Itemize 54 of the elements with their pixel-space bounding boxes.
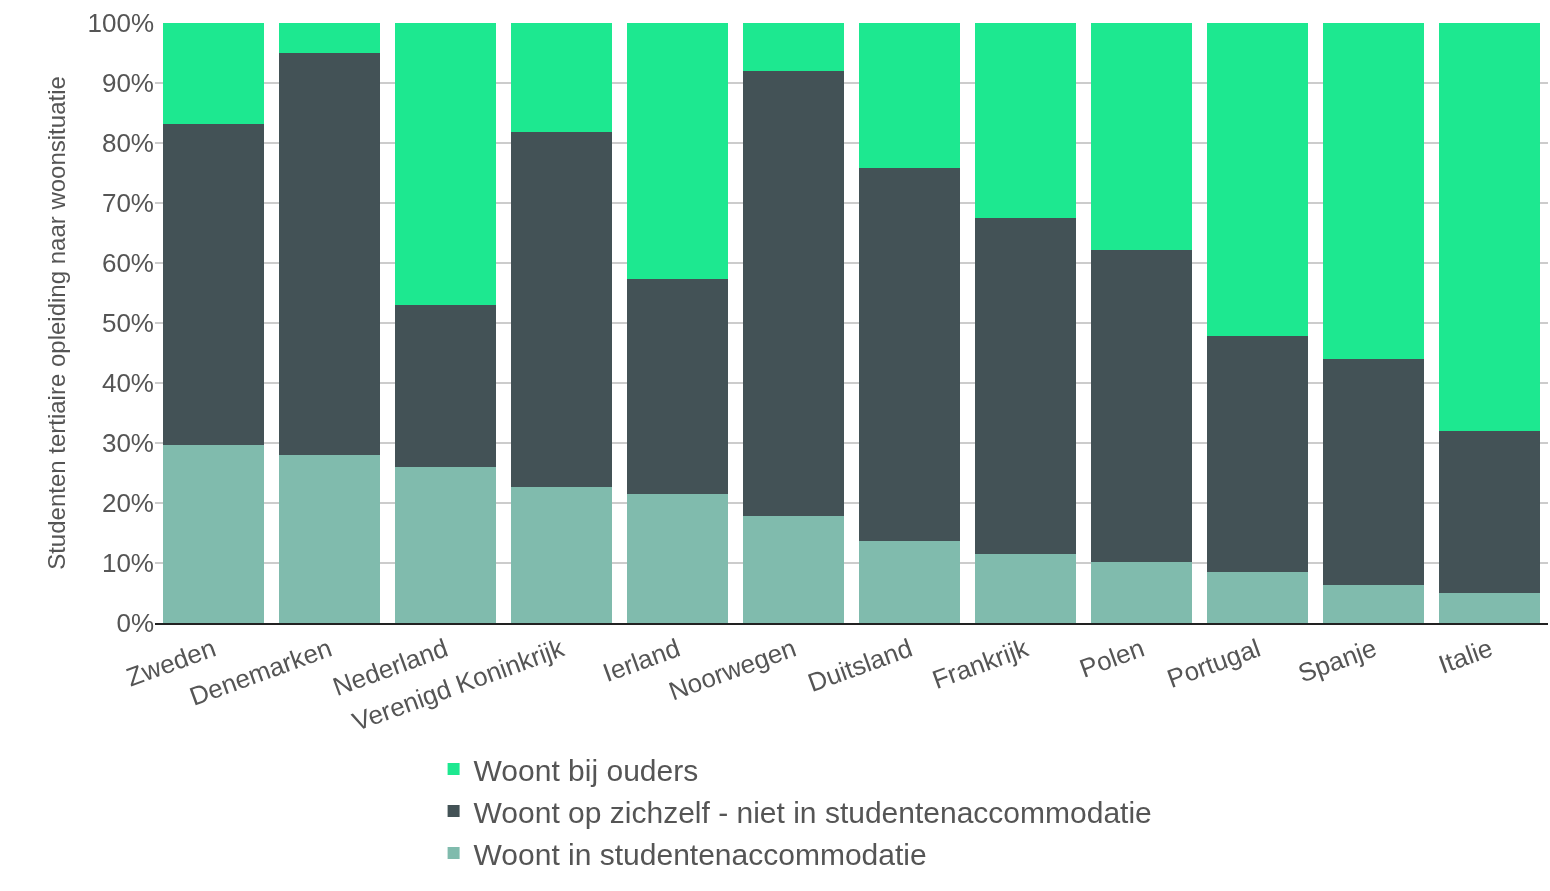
- bar: [1323, 359, 1425, 586]
- bar: [278, 455, 380, 623]
- bar: [1439, 431, 1541, 593]
- bar: [742, 23, 844, 71]
- bar: [626, 494, 728, 623]
- bar: [1323, 23, 1425, 359]
- y-tick-label: 90%: [101, 68, 154, 99]
- bar: [278, 23, 380, 53]
- bar: [975, 23, 1077, 218]
- y-tick-label: 60%: [101, 248, 154, 279]
- bar: [510, 23, 612, 133]
- y-tick-label: 50%: [101, 308, 154, 339]
- y-tick-label: 30%: [101, 428, 154, 459]
- bar: [1091, 561, 1193, 623]
- x-tick-label: Spanje: [1294, 632, 1381, 689]
- bar: [742, 71, 844, 517]
- y-tick-label: 70%: [101, 188, 154, 219]
- y-tick-label: 80%: [101, 128, 154, 159]
- bar: [626, 279, 728, 494]
- y-tick-label: 40%: [101, 368, 154, 399]
- bar: [859, 23, 961, 169]
- y-axis-title: Studenten tertiaire opleiding naar woonsituatie: [42, 76, 70, 570]
- bar: [510, 132, 612, 487]
- y-tick-label: 10%: [101, 548, 154, 579]
- bar: [394, 23, 496, 305]
- bar: [1323, 585, 1425, 623]
- bar: [975, 554, 1077, 623]
- legend-label: Woont op zichzelf - niet in studentenaccommodatie: [473, 795, 1152, 829]
- bar: [742, 516, 844, 623]
- legend-label: Woont in studentenaccommodatie: [473, 837, 927, 871]
- bar: [859, 168, 961, 541]
- bar: [1207, 572, 1309, 623]
- bar: [510, 486, 612, 623]
- bar: [1439, 593, 1541, 623]
- legend-label: Woont bij ouders: [473, 753, 699, 787]
- x-tick-label: Italie: [1434, 632, 1497, 680]
- bar: [626, 23, 728, 280]
- bar: [162, 123, 264, 445]
- bar: [394, 467, 496, 623]
- y-tick-label: 20%: [101, 488, 154, 519]
- bar: [975, 218, 1077, 554]
- y-tick-label: 100%: [87, 8, 154, 39]
- bar: [394, 305, 496, 467]
- bar: [162, 23, 264, 124]
- bar: [1207, 336, 1309, 572]
- x-tick-label: Polen: [1075, 632, 1149, 684]
- bar: [859, 540, 961, 623]
- bar: [1091, 23, 1193, 250]
- y-tick-label: 0%: [116, 608, 154, 639]
- bar: [1207, 23, 1309, 337]
- bar: [278, 53, 380, 455]
- bar: [1091, 249, 1193, 562]
- bar: [1439, 23, 1541, 431]
- bar: [162, 444, 264, 623]
